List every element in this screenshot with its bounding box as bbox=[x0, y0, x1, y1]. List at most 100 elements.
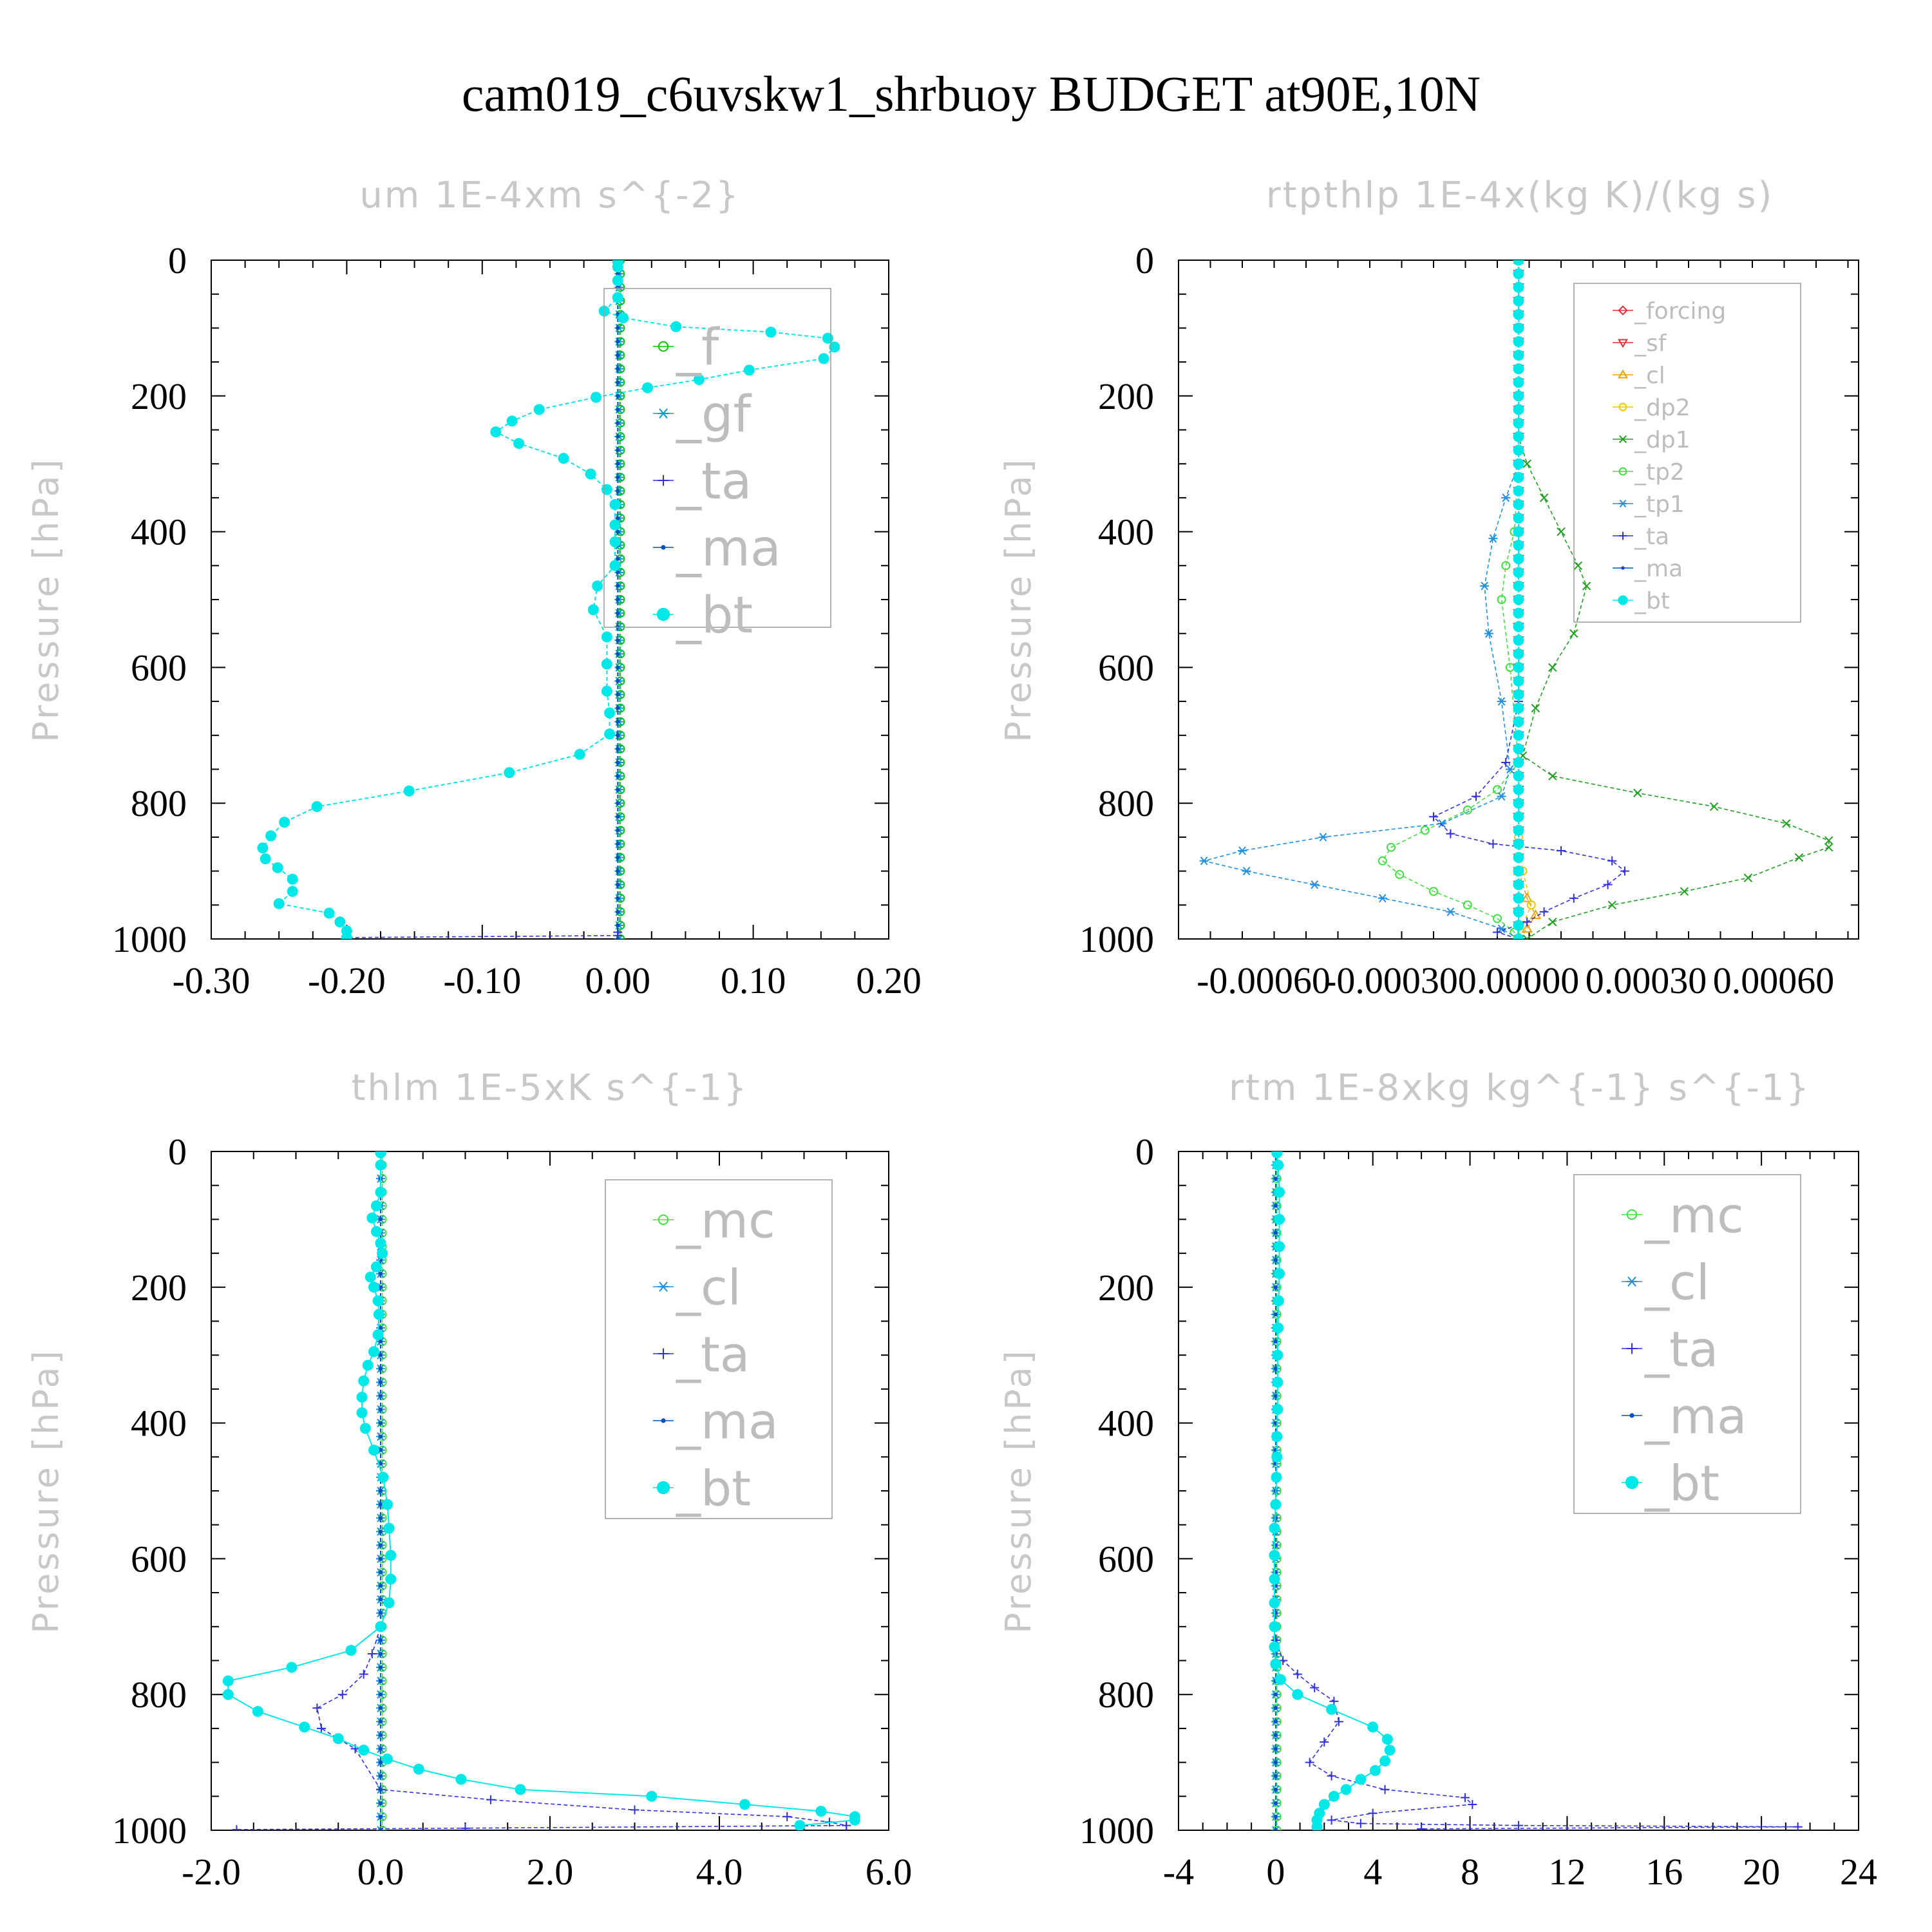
point-bt bbox=[1513, 661, 1524, 673]
point-ma bbox=[616, 570, 620, 574]
point-ma bbox=[616, 407, 620, 412]
point-tp1 bbox=[1446, 907, 1455, 916]
point-ma bbox=[616, 896, 620, 900]
legend-label-forcing: _forcing bbox=[1634, 298, 1726, 325]
point-bt bbox=[591, 392, 602, 403]
legend-marker-gf bbox=[658, 408, 669, 419]
point-bt bbox=[1274, 1268, 1285, 1280]
panel-title: rtpthlp 1E-4x(kg K)/(kg s) bbox=[1266, 175, 1774, 216]
point-tp1 bbox=[1505, 764, 1515, 774]
point-bt bbox=[1274, 1186, 1285, 1198]
point-bt bbox=[1513, 260, 1524, 266]
legend-label-f: _f bbox=[676, 319, 720, 377]
point-ta bbox=[1569, 893, 1578, 903]
point-ma bbox=[379, 1353, 383, 1358]
point-dp1 bbox=[1539, 493, 1549, 502]
y-tick-label: 400 bbox=[1098, 1403, 1154, 1444]
x-tick-label: 6.0 bbox=[866, 1851, 913, 1893]
point-ma bbox=[379, 1394, 383, 1398]
legend-label-cl: _cl bbox=[676, 1258, 741, 1316]
point-ma bbox=[379, 1787, 383, 1792]
point-ma bbox=[616, 815, 620, 819]
y-tick-label: 200 bbox=[1098, 1267, 1154, 1309]
y-tick-label: 600 bbox=[1098, 647, 1154, 688]
point-bt bbox=[609, 519, 621, 531]
point-ta bbox=[842, 1821, 851, 1830]
x-tick-label: 0.00030 bbox=[1586, 960, 1707, 1001]
y-tick-label: 400 bbox=[131, 1403, 187, 1444]
legend-label-ma: _ma bbox=[676, 1392, 779, 1450]
point-tp1 bbox=[1199, 857, 1209, 866]
point-bt bbox=[368, 1282, 379, 1293]
point-bt bbox=[1355, 1774, 1367, 1785]
point-bt bbox=[1272, 1349, 1283, 1361]
point-bt bbox=[1513, 920, 1524, 931]
point-ma bbox=[1273, 1747, 1278, 1751]
point-ma bbox=[379, 1326, 383, 1331]
point-ma bbox=[616, 679, 620, 683]
legend-marker-ta bbox=[658, 1348, 669, 1359]
point-cl bbox=[1530, 909, 1542, 920]
point-bt bbox=[1513, 377, 1524, 388]
point-ma bbox=[616, 719, 620, 724]
point-ma bbox=[379, 1814, 383, 1819]
point-ta bbox=[1461, 1793, 1470, 1803]
legend-label-bt: _bt bbox=[676, 587, 753, 645]
point-ma bbox=[379, 1448, 383, 1452]
point-ma bbox=[616, 598, 620, 601]
point-bt bbox=[403, 785, 415, 797]
point-ma bbox=[616, 583, 620, 588]
point-ta bbox=[630, 1805, 639, 1815]
legend-label-cl: _cl bbox=[1634, 363, 1665, 389]
legend-marker-f bbox=[658, 341, 669, 352]
x-tick-label: -2.0 bbox=[182, 1851, 241, 1893]
point-ma bbox=[616, 448, 620, 453]
point-bt bbox=[601, 685, 612, 697]
point-bt bbox=[1513, 757, 1524, 768]
point-bt bbox=[1513, 567, 1524, 578]
point-ta bbox=[1417, 1824, 1426, 1830]
point-tp1 bbox=[1437, 819, 1447, 828]
legend-label-ta: _ta bbox=[1644, 1320, 1718, 1378]
y-tick-label: 400 bbox=[1098, 511, 1154, 553]
point-ta bbox=[1429, 812, 1438, 822]
point-bt bbox=[382, 1753, 393, 1765]
point-ta bbox=[486, 1795, 495, 1804]
legend-marker-bt bbox=[1625, 1475, 1639, 1490]
figure-title: cam019_c6uvskw1_shrbuoy BUDGET at90E,10N bbox=[462, 66, 1481, 122]
point-bt bbox=[1513, 444, 1524, 456]
point-ma bbox=[616, 652, 620, 656]
panel-1: um 1E-4xm s^{-2} Pressure [hPa] 0 200 400 600… bbox=[26, 175, 922, 1001]
point-bt bbox=[1513, 404, 1524, 415]
point-bt bbox=[252, 1706, 263, 1718]
point-bt bbox=[385, 1549, 397, 1561]
point-tp2 bbox=[1497, 595, 1506, 604]
point-bt bbox=[383, 1597, 395, 1609]
point-bt bbox=[1379, 1755, 1391, 1766]
point-ma bbox=[616, 665, 620, 670]
point-ma bbox=[379, 1584, 383, 1588]
point-ma bbox=[379, 1638, 383, 1642]
point-bt bbox=[1269, 1621, 1280, 1633]
point-bt bbox=[1513, 471, 1524, 483]
point-bt bbox=[345, 1645, 357, 1656]
point-tp2 bbox=[1429, 887, 1438, 896]
point-ma bbox=[616, 421, 620, 425]
legend-marker-dp2 bbox=[1618, 402, 1627, 412]
point-tp1 bbox=[1501, 493, 1511, 502]
point-bt bbox=[574, 748, 585, 760]
point-bt bbox=[1513, 390, 1524, 402]
point-bt bbox=[558, 453, 569, 464]
point-ma bbox=[1273, 1394, 1278, 1398]
point-ma bbox=[616, 611, 620, 616]
point-bt bbox=[257, 842, 269, 854]
point-tp1 bbox=[1497, 792, 1506, 801]
legend-box bbox=[1573, 1174, 1801, 1514]
y-tick-label: 0 bbox=[1135, 1131, 1154, 1173]
panel-3: thlm 1E-5xK s^{-1} Pressure [hPa] 0 200 400 6… bbox=[26, 1067, 912, 1893]
y-tick-label: 200 bbox=[1098, 375, 1154, 417]
point-ta bbox=[1380, 1785, 1390, 1794]
point-bt bbox=[1513, 553, 1524, 565]
point-tp2 bbox=[1420, 826, 1430, 835]
legend-marker-sf bbox=[1617, 339, 1629, 348]
